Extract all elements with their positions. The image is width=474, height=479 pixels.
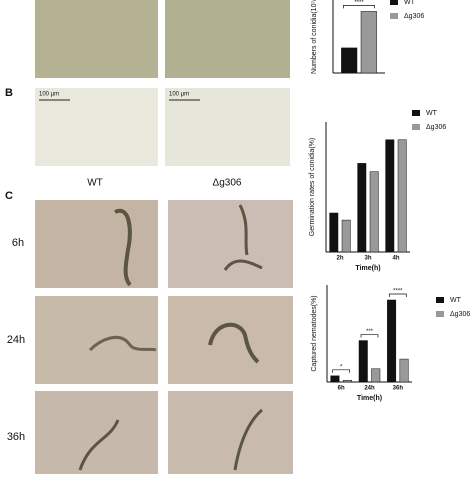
bar [357,163,367,253]
bar [358,340,368,383]
micrograph [165,0,290,78]
bar [329,212,339,253]
row-label: 24h [7,334,25,346]
panel-label: B [5,87,13,99]
micrograph [165,88,290,166]
x-tick-label: 36h [393,386,404,392]
x-axis-label: Time(h) [357,395,382,402]
micrograph [35,0,158,78]
bar [385,139,395,253]
legend-label: WT [404,0,416,6]
significance-bracket [343,5,375,9]
legend-swatch [390,13,398,19]
micrograph [168,200,293,288]
legend-label: Δg306 [450,311,470,318]
legend-swatch [390,0,398,5]
micrograph [35,200,158,288]
legend-label: Δg306 [404,13,424,20]
bar [360,11,377,74]
bar [341,219,351,253]
x-tick-label: 2h [336,256,343,262]
x-tick-label: 3h [364,256,371,262]
x-tick-label: 6h [338,386,345,392]
significance-label: * [340,364,343,370]
bar [330,375,340,383]
micrograph [35,391,158,474]
bar [342,379,352,383]
significance-bracket [388,293,407,297]
scale-label: 100 µm [39,92,59,98]
x-tick-label: 24h [364,386,375,392]
scale-label: 100 µm [169,92,189,98]
bar [369,171,379,253]
row-label: 36h [7,431,25,443]
significance-label: **** [393,289,403,295]
significance-bracket [332,369,351,373]
nematode [223,204,263,271]
row-label: 6h [12,237,24,249]
significance-bracket [360,334,379,338]
y-axis-label: Germination rates of conidia(%) [309,138,316,236]
y-axis-label: Captured nematodes(%) [311,295,318,371]
legend-swatch [412,110,420,116]
legend-label: WT [426,110,438,117]
legend-label: WT [450,297,462,304]
legend-label: Δg306 [426,124,446,131]
micrograph [35,296,158,384]
legend-swatch [436,297,444,303]
nematode [78,408,263,471]
nematode [88,335,157,352]
bar [387,299,397,383]
panel-label: C [5,190,13,202]
significance-label: *** [366,329,374,335]
bar [399,358,409,383]
micrograph [168,391,293,474]
micrograph [168,296,293,384]
x-tick-label: 4h [392,256,399,262]
nematode [114,208,132,287]
bar [397,139,407,253]
bar [341,47,358,74]
micrograph [35,88,158,166]
significance-label: **** [354,0,364,6]
y-axis-label: Numbers of conidia(10⁷/ [311,0,318,74]
legend-swatch [412,124,420,130]
legend-swatch [436,311,444,317]
nematode [208,322,260,364]
column-label: WT [87,178,103,189]
bar [371,368,381,383]
micrograph-grid [35,200,293,474]
column-label: Δg306 [213,178,242,189]
x-axis-label: Time(h) [355,265,380,272]
